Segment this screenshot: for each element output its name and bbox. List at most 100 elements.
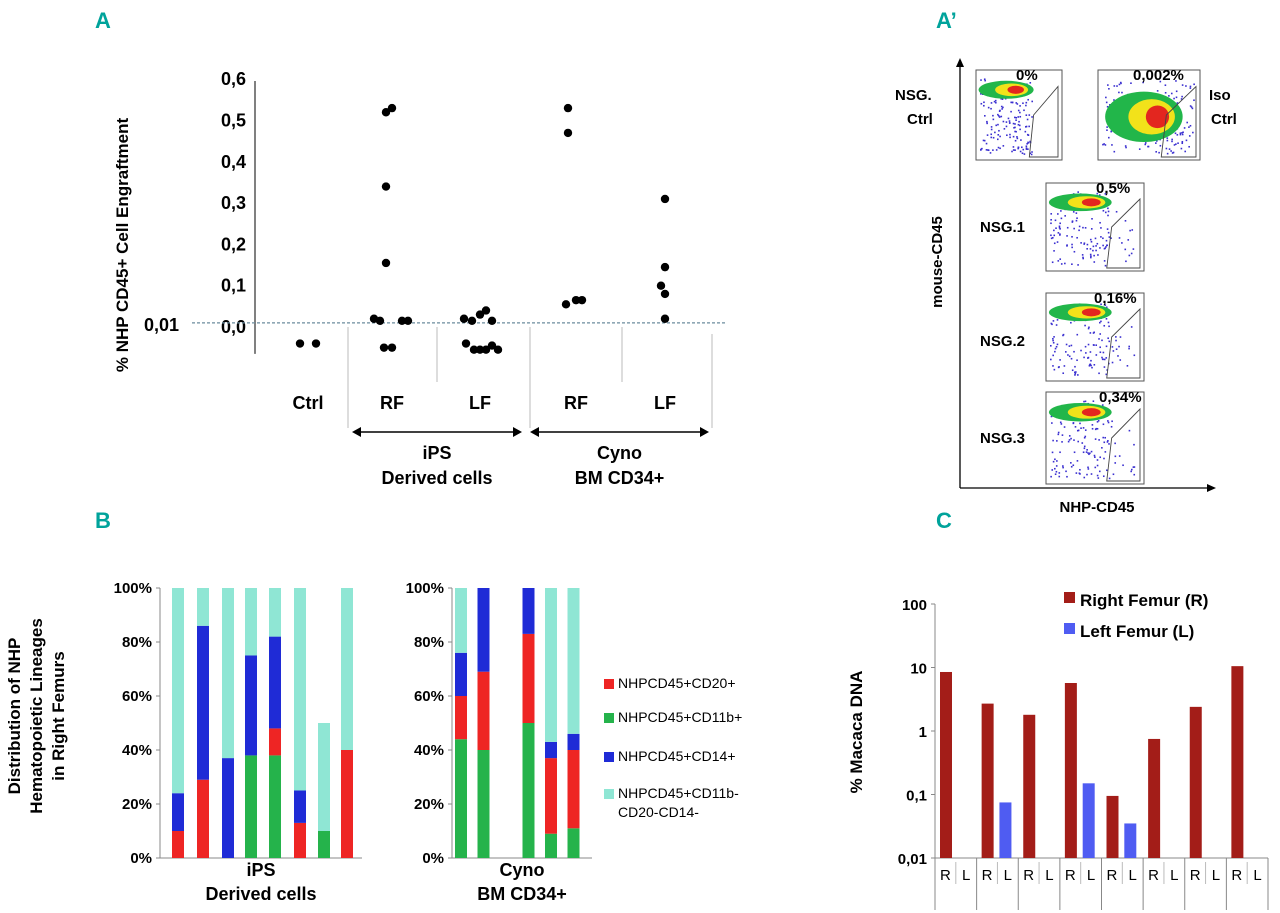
fc-event (1118, 91, 1120, 94)
fc-event (1052, 354, 1054, 357)
fc-event (1060, 210, 1062, 212)
fc-event (1171, 138, 1173, 141)
fc-event (1171, 140, 1173, 143)
chart-a-scatter: 0,0 0,1 0,2 0,3 0,4 0,5 0,6 0,01 % NHP CD45+ Cel… (113, 69, 727, 488)
y-tick-label-b: 40% (122, 742, 152, 759)
fc-event (1054, 219, 1057, 222)
fc-event (1054, 347, 1057, 350)
fc-event (1107, 231, 1110, 234)
fc-event (1096, 242, 1099, 245)
y-tick-label-b: 0% (130, 850, 152, 867)
threshold-label: 0,01 (144, 315, 179, 335)
fc-event (1097, 419, 1100, 422)
stacked-bar-segment (522, 588, 535, 634)
fc-event (1098, 194, 1101, 196)
fc-event (1100, 227, 1102, 229)
x-tick-label-l: L (1212, 867, 1220, 884)
fc-event (1058, 475, 1061, 478)
fc-event (1031, 116, 1033, 118)
fc-event (1072, 464, 1075, 467)
y-tick-label-b: 60% (414, 688, 444, 705)
y-tick-label-c: 1 (919, 724, 927, 741)
y-tick-label-a: 0,4 (221, 152, 246, 172)
fc-event (1102, 423, 1105, 426)
fc-event (1055, 345, 1058, 348)
fc-event (1125, 260, 1127, 263)
fc-event (1083, 356, 1085, 359)
fc-sample-label-line2: Ctrl (1211, 111, 1237, 128)
fc-event (1076, 217, 1078, 219)
fc-event (1103, 260, 1106, 262)
fc-event (1170, 150, 1172, 152)
fc-event (980, 148, 982, 151)
fc-event (1059, 359, 1061, 361)
fc-event (1073, 451, 1076, 454)
fc-event (1053, 229, 1055, 232)
fc-event (1110, 237, 1112, 239)
fc-event (1086, 473, 1088, 476)
fc-event (1025, 148, 1028, 150)
fc-event (1075, 472, 1078, 474)
fc-event (1052, 339, 1054, 342)
fc-event (1050, 344, 1052, 347)
fc-event (1050, 358, 1052, 361)
fc-gate (1028, 85, 1059, 158)
fc-event (1114, 455, 1117, 458)
fc-event (1003, 128, 1006, 130)
fc-event (1094, 466, 1097, 469)
y-tick-label-a: 0,5 (221, 111, 246, 131)
stacked-bar-segment (197, 625, 209, 780)
data-point (493, 345, 503, 354)
fc-gate (1160, 85, 1197, 158)
fc-gate-value: 0,16% (1094, 290, 1137, 307)
stacked-bar-segment (545, 741, 557, 759)
fc-event (1181, 95, 1183, 98)
bar-left-femur (999, 802, 1012, 858)
stacked-bar-segment (477, 750, 490, 858)
data-point (577, 295, 587, 305)
fc-event (1094, 456, 1096, 458)
fc-event (1072, 211, 1075, 213)
fc-event (1066, 475, 1068, 478)
fc-event (1094, 438, 1097, 440)
x-tick-label-r: R (982, 867, 993, 884)
fc-event (1107, 420, 1109, 422)
fc-event (1118, 237, 1121, 239)
fc-event (1000, 105, 1003, 108)
fc-event (1138, 148, 1141, 150)
fc-event (1058, 472, 1061, 474)
fc-event (1065, 343, 1068, 346)
category-label: RF (564, 393, 588, 413)
fc-event (1104, 264, 1107, 267)
fc-event (995, 124, 998, 127)
chart-c-log-bars: 100 10 1 0,1 0,01 % Macaca DNA Right Femur (R)… (847, 591, 1269, 910)
fc-event (1147, 145, 1149, 148)
fc-event (1087, 468, 1090, 470)
fc-density-core (1081, 408, 1101, 417)
fc-event (1055, 470, 1058, 473)
fc-gate-value: 0% (1016, 67, 1038, 84)
fc-event (1173, 144, 1176, 146)
x-tick-label-r: R (1065, 867, 1076, 884)
fc-event (1115, 210, 1118, 213)
fc-event (1059, 234, 1061, 236)
fc-event (1107, 214, 1109, 217)
fc-event (1092, 400, 1095, 403)
fc-event (1087, 466, 1089, 469)
fc-event (986, 120, 988, 123)
fc-event (1127, 239, 1130, 241)
fc-event (1000, 97, 1002, 100)
fc-event (1052, 341, 1055, 344)
legend-swatch (604, 752, 614, 762)
data-point (481, 345, 491, 354)
fc-event (1059, 258, 1062, 260)
fc-event (1027, 148, 1029, 150)
fc-event (1029, 82, 1032, 84)
fc-event (1057, 433, 1060, 436)
fc-density-core (1081, 198, 1101, 207)
fc-event (1051, 469, 1054, 471)
fc-event (1097, 254, 1099, 256)
fc-event (1076, 333, 1079, 336)
stacked-bar-segment (455, 588, 467, 653)
